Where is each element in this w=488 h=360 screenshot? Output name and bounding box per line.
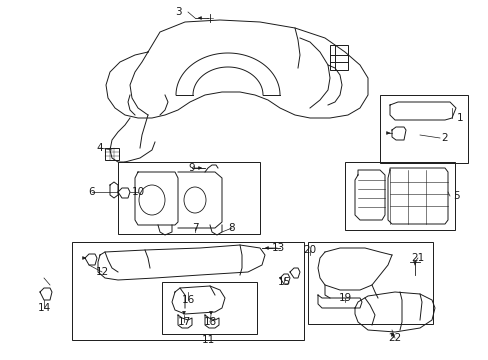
Text: 11: 11 [201, 335, 214, 345]
Bar [379, 95, 467, 163]
Text: 1: 1 [456, 113, 462, 123]
Text: 9: 9 [188, 163, 195, 173]
Text: 20: 20 [303, 245, 316, 255]
Text: 18: 18 [203, 317, 216, 327]
Text: 6: 6 [88, 187, 95, 197]
Text: 4: 4 [97, 143, 103, 153]
Text: 13: 13 [271, 243, 284, 253]
Text: 17: 17 [177, 317, 190, 327]
Text: 8: 8 [228, 223, 235, 233]
Text: 2: 2 [441, 133, 447, 143]
Bar [105, 148, 119, 160]
Bar [162, 282, 257, 334]
Bar [329, 45, 347, 70]
Bar [345, 162, 454, 230]
Text: 5: 5 [452, 191, 458, 201]
Bar [72, 242, 304, 340]
Text: 21: 21 [410, 253, 424, 263]
Text: 22: 22 [387, 333, 401, 343]
Bar [307, 242, 432, 324]
Text: 12: 12 [95, 267, 108, 277]
Text: 19: 19 [338, 293, 351, 303]
Text: 7: 7 [191, 223, 198, 233]
Bar [118, 162, 260, 234]
Text: 14: 14 [37, 303, 51, 313]
Text: 16: 16 [181, 295, 194, 305]
Text: 3: 3 [174, 7, 181, 17]
Text: 10: 10 [131, 187, 144, 197]
Text: 15: 15 [277, 277, 290, 287]
